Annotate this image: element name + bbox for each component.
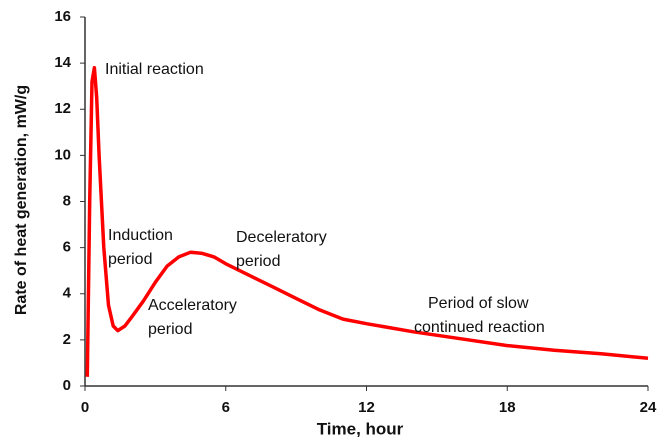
annotation: Period of slow [428, 295, 529, 312]
annotation: Initial reaction [105, 61, 204, 78]
annotation: continued reaction [414, 319, 545, 336]
y-tick-label: 10 [54, 146, 71, 163]
data-line [85, 65, 649, 377]
x-tick-label: 6 [222, 399, 230, 416]
y-tick-label: 14 [54, 54, 71, 71]
annotation: Deceleratory [236, 229, 327, 246]
y-tick-label: 8 [63, 192, 71, 209]
y-tick-label: 16 [54, 8, 71, 25]
y-tick-label: 0 [63, 377, 71, 394]
x-tick-label: 18 [499, 399, 516, 416]
y-tick-label: 4 [63, 285, 72, 302]
y-tick-label: 6 [63, 239, 71, 256]
annotation: period [236, 253, 280, 270]
x-axis-label: Time, hour [317, 419, 404, 438]
annotation: Acceleratory [148, 297, 237, 314]
y-tick-label: 12 [54, 100, 71, 117]
x-tick-label: 24 [640, 399, 657, 416]
annotation: period [148, 321, 192, 338]
x-tick-label: 12 [358, 399, 375, 416]
annotation: period [108, 251, 152, 268]
y-tick-label: 2 [63, 331, 71, 348]
y-axis-label: Rate of heat generation, mW/g [13, 85, 30, 315]
annotation: Induction [108, 227, 173, 244]
x-tick-label: 0 [81, 399, 89, 416]
